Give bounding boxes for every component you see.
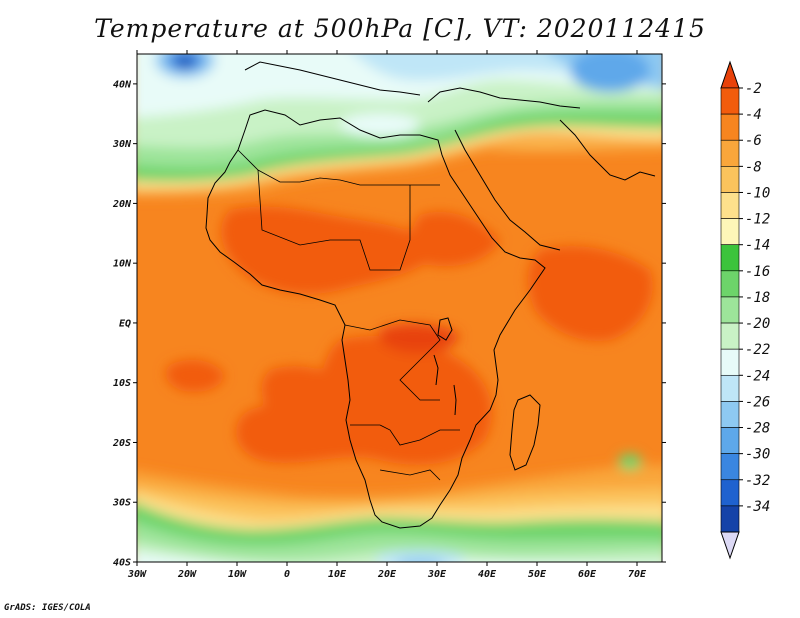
lat-tick-label: 30S xyxy=(112,498,131,509)
colorbar-lower-triangle xyxy=(720,531,740,560)
lon-tick-label: 20E xyxy=(377,569,397,580)
colorbar-tick-label: -32 xyxy=(745,473,770,489)
lon-tick-label: 20W xyxy=(177,569,197,580)
lake-malawi xyxy=(453,384,457,416)
colorbar-swatch xyxy=(720,113,740,141)
colorbar-tick-label: -10 xyxy=(745,185,770,201)
madagascar xyxy=(509,394,541,471)
colorbar-swatch xyxy=(720,348,740,376)
red-sea-arabia xyxy=(454,129,561,251)
lat-tick-label: 40S xyxy=(113,558,131,569)
lon-tick-label: 30E xyxy=(427,569,447,580)
colorbar-swatch xyxy=(720,218,740,246)
colorbar-tick-label: -18 xyxy=(745,290,770,306)
colorbar-swatch xyxy=(720,427,740,454)
colorbar-tick-label: -2 xyxy=(745,81,762,97)
colorbar-swatch xyxy=(720,244,740,272)
colorbar-swatch xyxy=(720,296,740,324)
europe-coast xyxy=(244,61,421,96)
colorbar-tick-label: -24 xyxy=(745,368,770,384)
country-borders-north xyxy=(237,149,440,186)
country-borders-sa xyxy=(379,469,441,481)
africa-outline xyxy=(205,109,546,529)
colorbar-tick-label: -16 xyxy=(745,264,770,280)
lat-tick-label: EQ xyxy=(119,318,131,329)
lake-tanganyika xyxy=(433,354,439,386)
country-borders-sahel xyxy=(257,169,411,271)
colorbar-tick-label: -28 xyxy=(745,421,770,437)
colorbar-tick-label: -12 xyxy=(745,212,770,228)
lon-tick-label: 30W xyxy=(127,569,147,580)
colorbar-swatch xyxy=(720,401,740,428)
colorbar-swatch xyxy=(720,374,740,402)
colorbar: -2 -4 -6 -8 -10 -12 -14 -16 -18 -20 -22 -24 -26 -28 -3… xyxy=(720,60,770,560)
lon-tick-label: 70E xyxy=(628,569,647,580)
lon-tick-label: 60E xyxy=(578,569,597,580)
gulf-coast xyxy=(559,119,656,181)
map-title: Temperature at 500hPa [C], VT: 202011241… xyxy=(94,14,706,43)
colorbar-swatch xyxy=(720,322,740,350)
country-borders-central xyxy=(344,319,441,401)
colorbar-tick-label: -14 xyxy=(745,238,770,254)
lat-tick-label: 10N xyxy=(113,259,132,270)
colorbar-tick-label: -20 xyxy=(745,316,770,332)
colorbar-swatch xyxy=(720,270,740,298)
colorbar-tick-label: -22 xyxy=(745,342,770,358)
lat-tick-label: 40N xyxy=(113,79,132,90)
eurasia-coast xyxy=(427,87,581,109)
map-axes: 30W 20W 10W 0 10E 20E 30E 40E 50E 60E 70E 40N 30N 20N… xyxy=(112,50,666,580)
lake-victoria xyxy=(437,317,453,341)
colorbar-swatch xyxy=(720,192,740,219)
colorbar-swatch xyxy=(720,479,740,507)
lon-tick-label: 10W xyxy=(228,569,247,580)
lat-tick-label: 30N xyxy=(112,139,132,150)
temperature-field xyxy=(137,54,662,562)
lat-tick-label: 10S xyxy=(113,378,131,389)
lat-tick-label: 20S xyxy=(112,438,131,449)
colorbar-swatch xyxy=(720,453,740,481)
lat-tick-label: 20N xyxy=(112,199,132,210)
map-frame xyxy=(136,53,663,563)
colorbar-swatch xyxy=(720,505,740,533)
country-borders-south xyxy=(350,424,460,446)
lon-tick-label: 0 xyxy=(284,569,290,580)
colorbar-swatch xyxy=(720,166,740,193)
coastlines xyxy=(205,61,656,529)
colorbar-upper-triangle xyxy=(720,60,740,89)
colorbar-swatch xyxy=(720,87,740,115)
colorbar-tick-label: -8 xyxy=(745,159,762,175)
lon-tick-label: 10E xyxy=(328,569,347,580)
colorbar-tick-label: -34 xyxy=(745,499,770,515)
colorbar-swatch xyxy=(720,139,740,167)
colorbar-tick-label: -26 xyxy=(745,394,770,410)
colorbar-tick-label: -4 xyxy=(745,107,762,123)
grads-credit: GrADS: IGES/COLA xyxy=(4,603,91,613)
lon-tick-label: 40E xyxy=(478,569,497,580)
colorbar-tick-label: -6 xyxy=(745,133,762,149)
colorbar-tick-label: -30 xyxy=(745,447,770,463)
lon-tick-label: 50E xyxy=(528,569,547,580)
